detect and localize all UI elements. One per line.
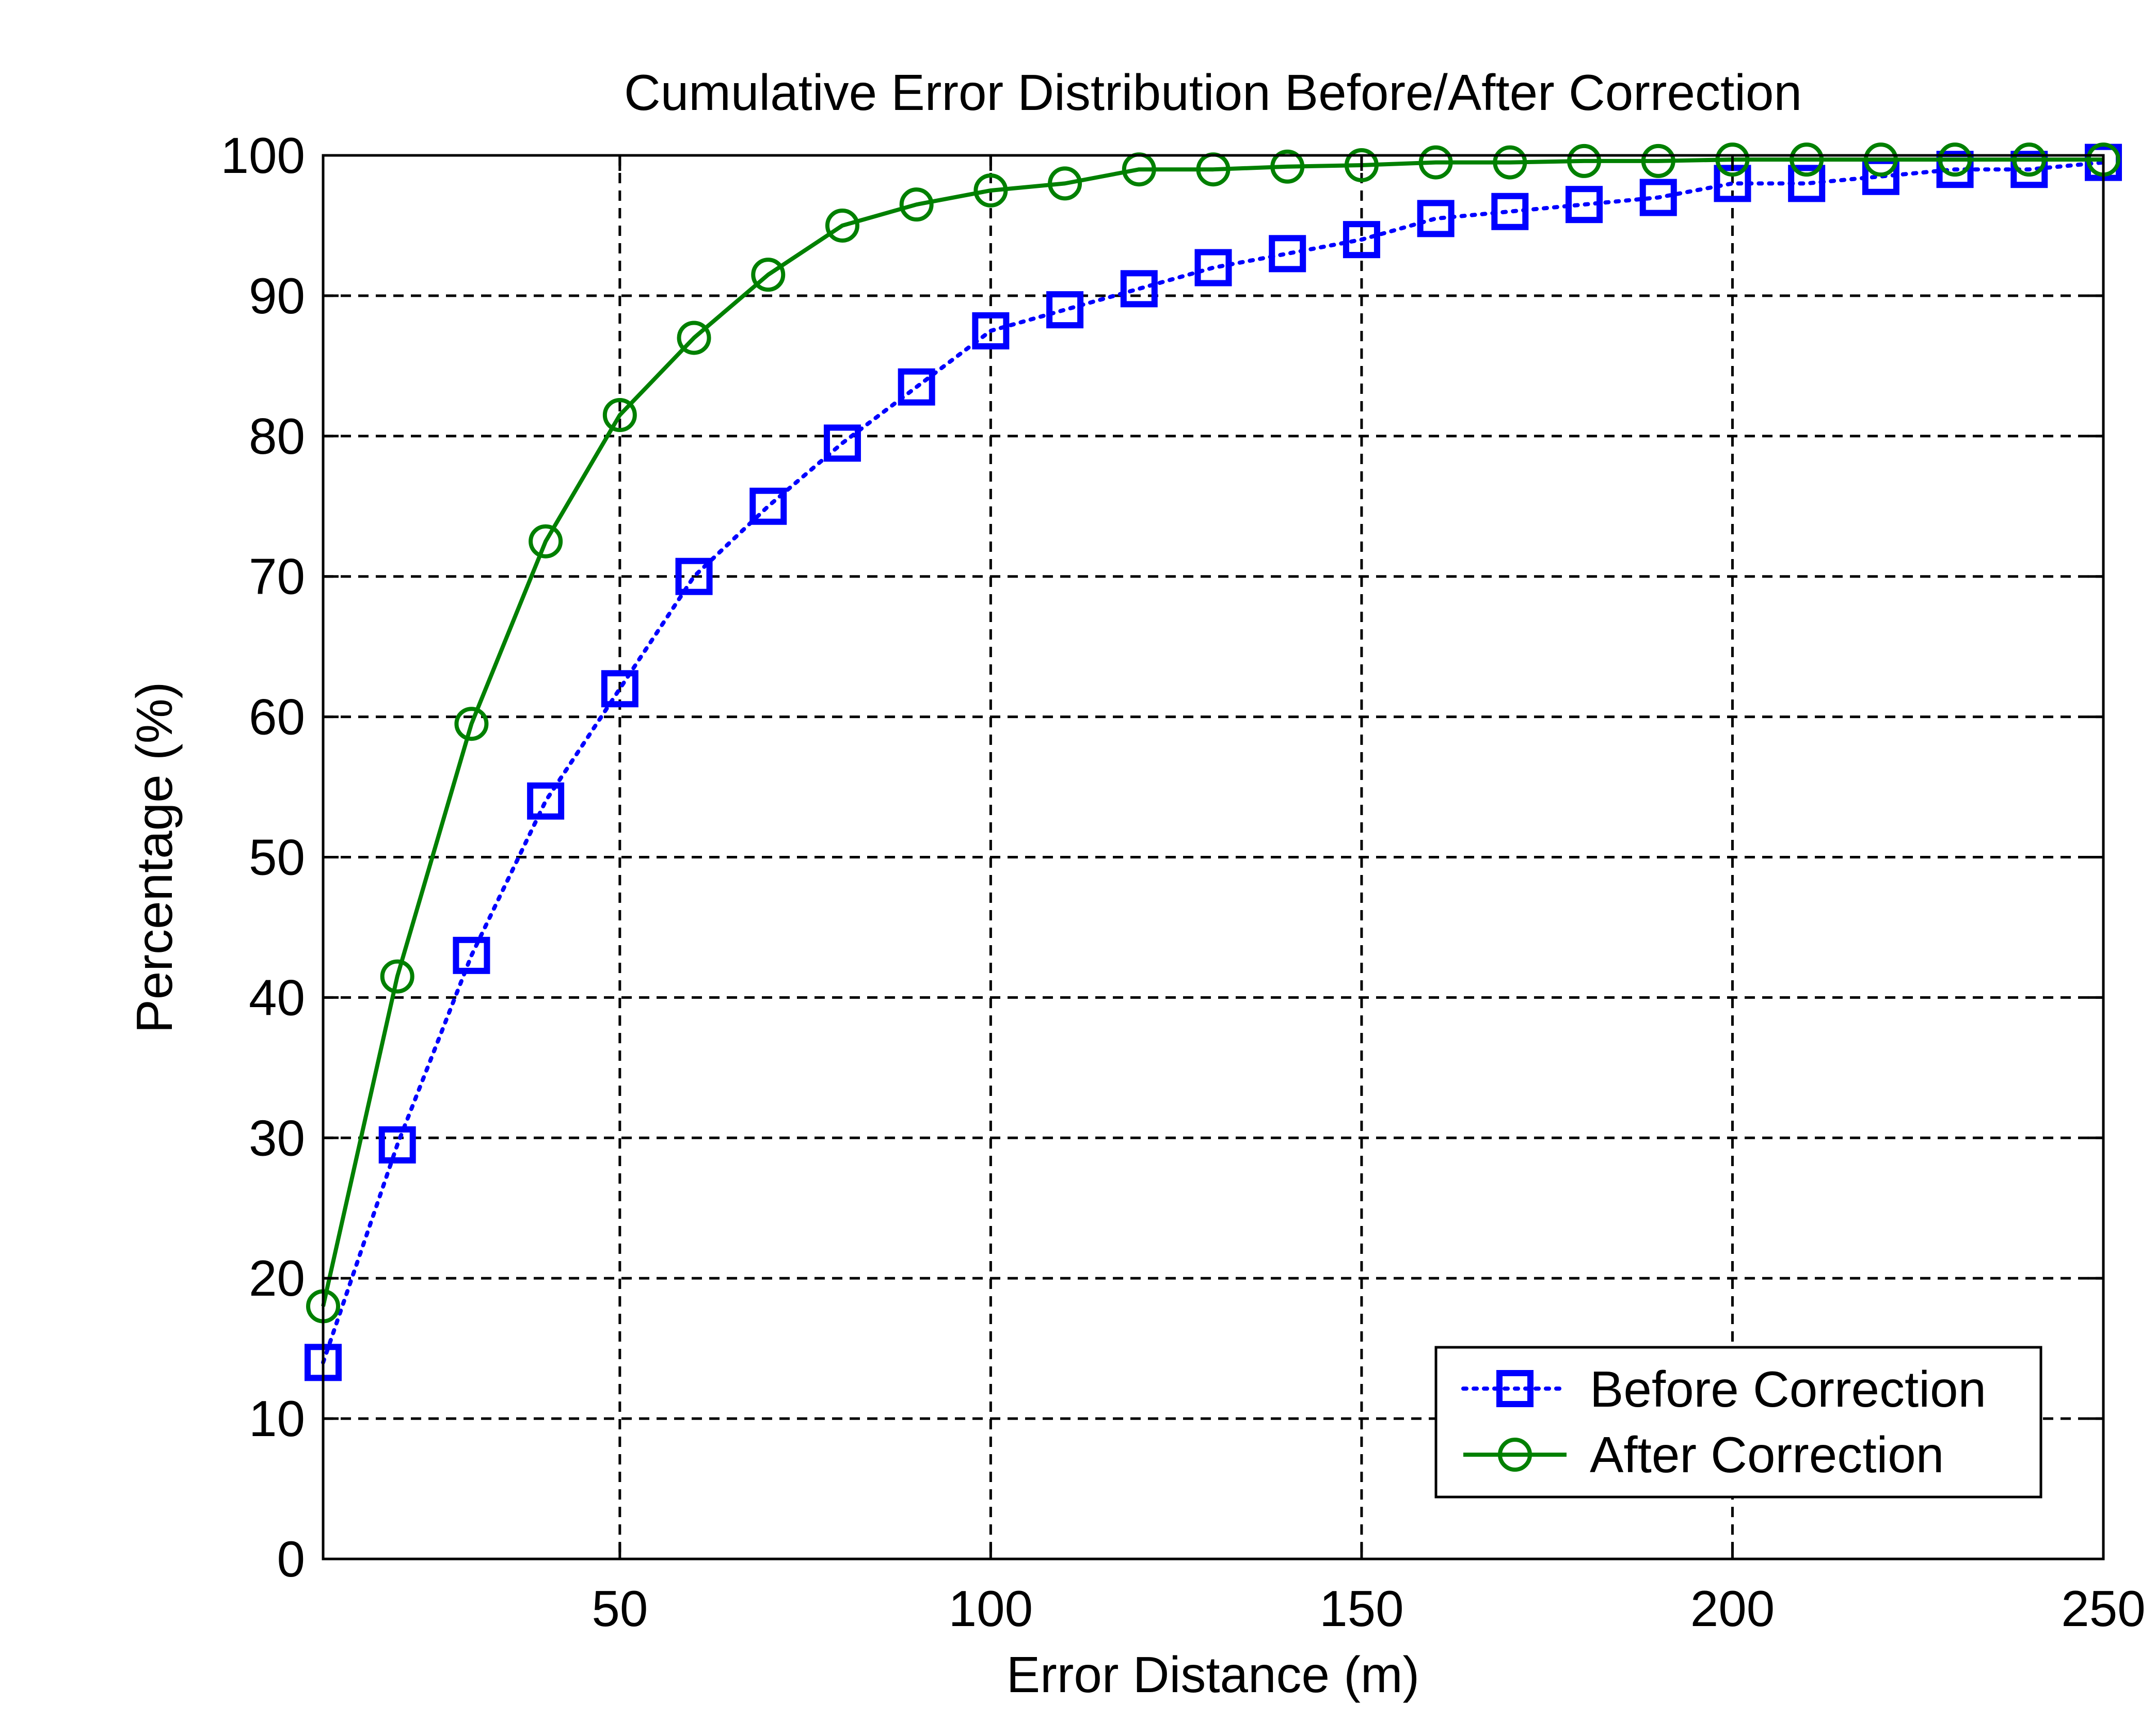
data-point-after-correction-210 bbox=[1790, 142, 1824, 177]
series-layer bbox=[305, 142, 2122, 1381]
data-point-before-correction-90 bbox=[898, 368, 935, 406]
y-tick-label-30: 30 bbox=[249, 1109, 305, 1166]
grid bbox=[323, 155, 2103, 1559]
series-line-before-correction bbox=[321, 160, 2105, 1365]
data-point-after-correction-220 bbox=[1863, 142, 1898, 177]
x-tick-label-250: 250 bbox=[2061, 1580, 2146, 1637]
y-axis-title: Percentage (%) bbox=[126, 682, 183, 1033]
legend-marker-before-correction bbox=[1496, 1370, 1534, 1407]
y-tick-label-90: 90 bbox=[249, 267, 305, 324]
data-point-before-correction-140 bbox=[1269, 235, 1306, 273]
data-point-before-correction-170 bbox=[1491, 193, 1529, 230]
data-point-after-correction-100 bbox=[973, 173, 1008, 208]
data-point-before-correction-20 bbox=[378, 1126, 416, 1164]
data-point-after-correction-180 bbox=[1567, 144, 1602, 178]
data-point-before-correction-190 bbox=[1639, 179, 1677, 216]
data-point-before-correction-100 bbox=[972, 312, 1010, 349]
legend-marker-after-correction bbox=[1498, 1438, 1532, 1472]
data-point-after-correction-110 bbox=[1048, 166, 1082, 201]
y-tick-label-0: 0 bbox=[277, 1531, 305, 1587]
data-point-before-correction-160 bbox=[1417, 200, 1455, 237]
legend: Before Correction After Correction bbox=[1434, 1346, 2042, 1499]
y-tick-label-40: 40 bbox=[249, 969, 305, 1026]
data-point-after-correction-140 bbox=[1270, 149, 1305, 184]
data-point-after-correction-50 bbox=[602, 398, 637, 433]
x-axis-title: Error Distance (m) bbox=[1007, 1646, 1419, 1703]
legend-label-after-correction: After Correction bbox=[1590, 1426, 1944, 1483]
data-point-after-correction-240 bbox=[2012, 142, 2047, 177]
data-point-before-correction-30 bbox=[453, 936, 490, 974]
y-tick-label-80: 80 bbox=[249, 408, 305, 465]
x-tick-label-200: 200 bbox=[1690, 1580, 1775, 1637]
x-tick-label-50: 50 bbox=[592, 1580, 648, 1637]
y-tick-label-20: 20 bbox=[249, 1250, 305, 1307]
series-after-correction bbox=[306, 142, 2120, 1324]
data-point-after-correction-90 bbox=[899, 187, 934, 222]
x-tick-label-100: 100 bbox=[949, 1580, 1033, 1637]
data-point-before-correction-60 bbox=[675, 558, 713, 595]
data-point-before-correction-120 bbox=[1120, 270, 1158, 308]
data-point-after-correction-80 bbox=[825, 208, 859, 243]
series-before-correction bbox=[305, 144, 2122, 1381]
data-point-after-correction-40 bbox=[529, 524, 563, 559]
data-point-after-correction-60 bbox=[677, 321, 711, 355]
data-point-before-correction-50 bbox=[601, 670, 638, 708]
y-tick-label-60: 60 bbox=[249, 689, 305, 745]
series-line-after-correction bbox=[321, 157, 2103, 1307]
data-point-after-correction-170 bbox=[1493, 145, 1527, 180]
data-point-before-correction-240 bbox=[2010, 151, 2048, 188]
legend-label-before-correction: Before Correction bbox=[1590, 1361, 1986, 1418]
ticks: 50 100 150 200 250 0 10 20 30 40 50 60 70 80 90 100 bbox=[220, 127, 2145, 1637]
legend-box bbox=[1434, 1346, 2042, 1499]
data-point-after-correction-200 bbox=[1715, 142, 1750, 177]
data-point-after-correction-230 bbox=[1938, 142, 1972, 177]
data-point-after-correction-20 bbox=[380, 959, 414, 994]
data-point-before-correction-130 bbox=[1194, 249, 1232, 286]
data-point-after-correction-160 bbox=[1418, 145, 1453, 180]
data-point-after-correction-150 bbox=[1344, 148, 1379, 183]
y-tick-label-100: 100 bbox=[220, 127, 305, 184]
y-tick-label-50: 50 bbox=[249, 829, 305, 886]
data-point-after-correction-70 bbox=[751, 258, 786, 292]
data-point-before-correction-40 bbox=[527, 782, 565, 820]
data-point-before-correction-70 bbox=[749, 487, 787, 525]
legend-samples bbox=[1461, 1370, 1569, 1472]
y-tick-label-70: 70 bbox=[249, 548, 305, 605]
data-point-before-correction-150 bbox=[1343, 221, 1380, 259]
data-point-after-correction-190 bbox=[1641, 144, 1675, 178]
data-point-before-correction-230 bbox=[1936, 151, 1974, 188]
data-point-before-correction-110 bbox=[1046, 291, 1084, 329]
data-point-before-correction-210 bbox=[1788, 165, 1826, 202]
data-point-before-correction-180 bbox=[1566, 186, 1603, 224]
chart-title: Cumulative Error Distribution Before/Aft… bbox=[624, 64, 1802, 121]
data-point-before-correction-80 bbox=[823, 424, 861, 462]
y-tick-label-10: 10 bbox=[249, 1390, 305, 1447]
data-point-after-correction-30 bbox=[454, 707, 489, 741]
x-tick-label-150: 150 bbox=[1319, 1580, 1404, 1637]
